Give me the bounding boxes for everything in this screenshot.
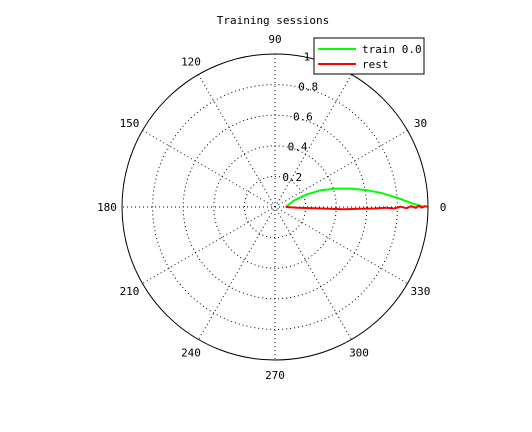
series-line-rest: [285, 204, 429, 211]
legend-entry-label: train 0.0: [362, 43, 422, 56]
angle-tick-label: 300: [349, 346, 369, 359]
chart-title: Training sessions: [217, 14, 330, 27]
radial-tick-label: 1: [304, 50, 311, 63]
legend: train 0.0 rest: [313, 37, 425, 75]
angle-tick-label: 330: [411, 285, 431, 298]
angle-tick-label: 30: [414, 117, 427, 130]
angular-grid-spoke: [142, 130, 408, 284]
series-line-train: [285, 187, 426, 208]
legend-entry-label: rest: [362, 58, 389, 71]
legend-box: [313, 37, 425, 75]
angle-tick-label: 90: [268, 33, 281, 46]
radial-tick-label: 0.2: [282, 171, 302, 184]
series-layer: [285, 187, 429, 211]
angle-tick-label: 240: [181, 346, 201, 359]
radial-tick-label: 0.6: [293, 111, 313, 124]
angle-tick-label: 0: [440, 201, 447, 214]
radial-grid-circle: [182, 114, 368, 300]
radial-tick-label: 0.4: [288, 141, 308, 154]
radial-tick-label: 0.8: [298, 80, 318, 93]
angle-tick-label: 150: [120, 117, 140, 130]
angle-tick-label: 180: [97, 201, 117, 214]
radial-grid-circle: [213, 145, 337, 269]
angle-tick-label: 270: [265, 369, 285, 382]
angle-tick-label: 210: [120, 285, 140, 298]
angle-tick-label: 120: [181, 56, 201, 69]
